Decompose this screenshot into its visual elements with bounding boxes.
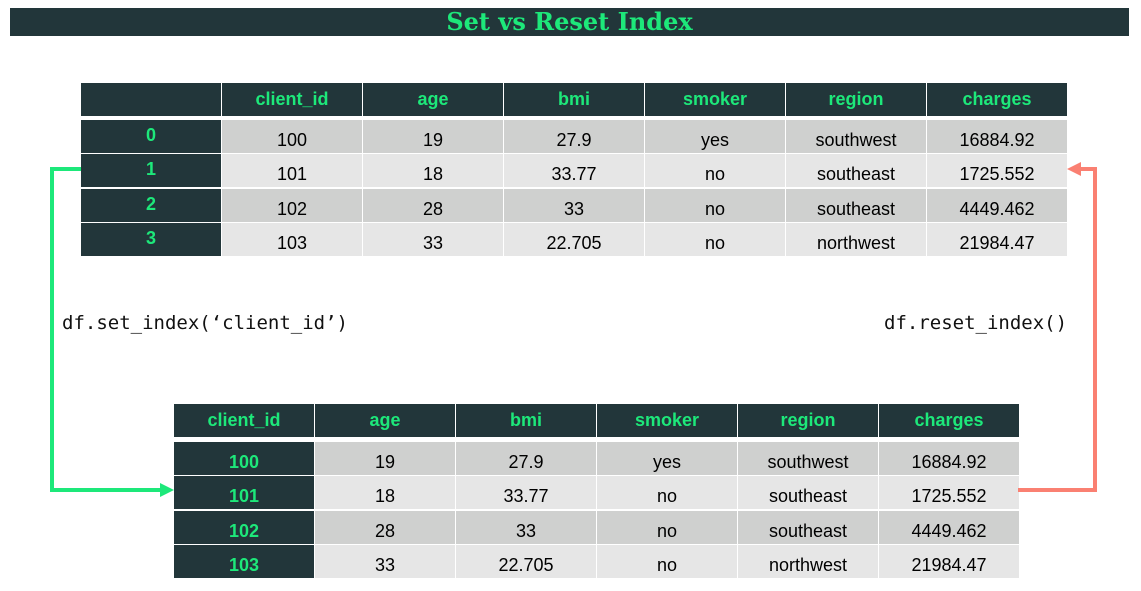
table-cell: yes bbox=[645, 120, 785, 153]
table-cell: 19 bbox=[363, 120, 503, 153]
table-cell: 101 bbox=[222, 154, 362, 187]
reset-index-arrow bbox=[1018, 162, 1097, 492]
table-cell: 27.9 bbox=[504, 120, 644, 153]
table-cell: no bbox=[645, 154, 785, 187]
table-cell: 1725.552 bbox=[927, 154, 1067, 187]
table-row: 1 101 18 33.77 no southeast 1725.552 bbox=[81, 154, 1067, 187]
table-cell: 33 bbox=[504, 189, 644, 222]
table-cell: southwest bbox=[738, 442, 878, 475]
table-cell: 27.9 bbox=[456, 442, 596, 475]
table-cell: no bbox=[645, 189, 785, 222]
table-cell: 100 bbox=[222, 120, 362, 153]
table-cell: 103 bbox=[222, 223, 362, 256]
table-cell: northwest bbox=[738, 545, 878, 578]
column-header bbox=[81, 83, 221, 116]
index-cell: 1 bbox=[81, 154, 221, 187]
column-header: region bbox=[738, 404, 878, 437]
original-dataframe-table: client_id age bmi smoker region charges 0 100 19… bbox=[81, 83, 1067, 256]
set-index-code: df.set_index(‘client_id’) bbox=[62, 312, 348, 334]
reset-index-code: df.reset_index() bbox=[884, 312, 1068, 334]
table-cell: 33 bbox=[456, 511, 596, 544]
column-header: region bbox=[786, 83, 926, 116]
table-cell: 21984.47 bbox=[879, 545, 1019, 578]
table-cell: 33 bbox=[363, 223, 503, 256]
index-cell: 101 bbox=[174, 476, 314, 509]
table-row: 2 102 28 33 no southeast 4449.462 bbox=[81, 189, 1067, 222]
column-header: client_id bbox=[174, 404, 314, 437]
table-row: 103 33 22.705 no northwest 21984.47 bbox=[174, 545, 1019, 578]
column-header: age bbox=[363, 83, 503, 116]
table-cell: 1725.552 bbox=[879, 476, 1019, 509]
table-row: 102 28 33 no southeast 4449.462 bbox=[174, 511, 1019, 544]
indexed-dataframe-table: client_id age bmi smoker region charges 100 19 2… bbox=[174, 404, 1019, 578]
table-cell: 16884.92 bbox=[879, 442, 1019, 475]
table-cell: no bbox=[597, 511, 737, 544]
table-cell: 4449.462 bbox=[879, 511, 1019, 544]
table-cell: yes bbox=[597, 442, 737, 475]
table-cell: 18 bbox=[315, 476, 455, 509]
index-cell: 3 bbox=[81, 223, 221, 256]
table-cell: northwest bbox=[786, 223, 926, 256]
index-cell: 100 bbox=[174, 442, 314, 475]
table-cell: no bbox=[597, 476, 737, 509]
table-cell: 19 bbox=[315, 442, 455, 475]
table-cell: southeast bbox=[738, 476, 878, 509]
table-cell: 28 bbox=[363, 189, 503, 222]
column-header: bmi bbox=[456, 404, 596, 437]
table-cell: 22.705 bbox=[504, 223, 644, 256]
table-cell: 33.77 bbox=[504, 154, 644, 187]
table-cell: 16884.92 bbox=[927, 120, 1067, 153]
page-title: Set vs Reset Index bbox=[10, 8, 1129, 36]
table-cell: 102 bbox=[222, 189, 362, 222]
column-header: smoker bbox=[645, 83, 785, 116]
table-row: 101 18 33.77 no southeast 1725.552 bbox=[174, 476, 1019, 509]
header-row: client_id age bmi smoker region charges bbox=[81, 83, 1067, 116]
index-cell: 0 bbox=[81, 120, 221, 153]
table-cell: 28 bbox=[315, 511, 455, 544]
column-header: smoker bbox=[597, 404, 737, 437]
table-cell: 33.77 bbox=[456, 476, 596, 509]
table-cell: 18 bbox=[363, 154, 503, 187]
column-header: client_id bbox=[222, 83, 362, 116]
set-index-arrow bbox=[50, 167, 174, 497]
column-header: bmi bbox=[504, 83, 644, 116]
table-cell: no bbox=[597, 545, 737, 578]
table-cell: southeast bbox=[786, 189, 926, 222]
header-row: client_id age bmi smoker region charges bbox=[174, 404, 1019, 437]
table-row: 0 100 19 27.9 yes southwest 16884.92 bbox=[81, 120, 1067, 153]
table-cell: southeast bbox=[738, 511, 878, 544]
table-cell: 33 bbox=[315, 545, 455, 578]
table-row: 100 19 27.9 yes southwest 16884.92 bbox=[174, 442, 1019, 475]
table-row: 3 103 33 22.705 no northwest 21984.47 bbox=[81, 223, 1067, 256]
table-cell: 22.705 bbox=[456, 545, 596, 578]
column-header: charges bbox=[879, 404, 1019, 437]
column-header: charges bbox=[927, 83, 1067, 116]
index-cell: 102 bbox=[174, 511, 314, 544]
table-cell: 4449.462 bbox=[927, 189, 1067, 222]
table-cell: southeast bbox=[786, 154, 926, 187]
table-cell: no bbox=[645, 223, 785, 256]
table-cell: southwest bbox=[786, 120, 926, 153]
index-cell: 103 bbox=[174, 545, 314, 578]
column-header: age bbox=[315, 404, 455, 437]
index-cell: 2 bbox=[81, 189, 221, 222]
table-cell: 21984.47 bbox=[927, 223, 1067, 256]
